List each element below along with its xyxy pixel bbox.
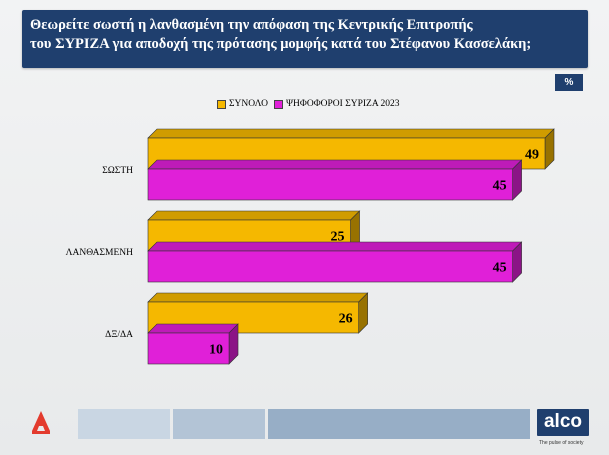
chart-legend: ΣΥΝΟΛΟ ΨΗΦΟΦΟΡΟΙ ΣΥΡΙΖΑ 2023 xyxy=(217,98,406,110)
alco-logo: alco xyxy=(537,409,589,436)
legend-swatch-syriza xyxy=(274,99,284,109)
header-banner: Θεωρείτε σωστή η λανθασμένη την απόφαση … xyxy=(22,10,588,68)
unit-badge: % xyxy=(555,74,583,91)
bar-top-face xyxy=(147,210,361,221)
footer-strip-3 xyxy=(268,409,530,439)
publisher-logo xyxy=(31,409,52,435)
page-title: Θεωρείτε σωστή η λανθασμένη την απόφαση … xyxy=(30,17,532,52)
data-label: 49 xyxy=(525,148,539,163)
data-label: 45 xyxy=(493,179,507,194)
data-label: 25 xyxy=(331,230,345,245)
category-label: ΣΩΣΤΗ xyxy=(102,166,133,176)
category-label: ΛΑΝΘΑΣΜΕΝΗ xyxy=(66,248,134,258)
data-label: 45 xyxy=(493,261,507,276)
legend-swatch-total xyxy=(217,99,226,109)
bar-syriza xyxy=(147,332,230,365)
bar-syriza xyxy=(147,168,513,201)
legend-label-total: ΣΥΝΟΛΟ xyxy=(229,99,269,109)
legend-item-syriza: ΨΗΦΟΦΟΡΟΙ ΣΥΡΙΖΑ 2023 xyxy=(274,99,400,109)
bar-top-face xyxy=(147,128,555,139)
bar-top-face xyxy=(147,323,239,334)
bar-syriza xyxy=(147,250,513,283)
bar-top-face xyxy=(147,241,523,252)
data-label: 26 xyxy=(339,312,353,327)
category-label: ΔΞ/ΔΑ xyxy=(105,330,133,340)
legend-item-total: ΣΥΝΟΛΟ xyxy=(217,99,268,109)
footer-strip-1 xyxy=(78,409,170,439)
bar-top-face xyxy=(147,159,523,170)
footer-strip-2 xyxy=(173,409,265,439)
legend-label-syriza: ΨΗΦΟΦΟΡΟΙ ΣΥΡΙΖΑ 2023 xyxy=(286,99,400,109)
data-label: 10 xyxy=(209,343,223,358)
alco-tagline: The pulse of society xyxy=(539,440,584,446)
bar-top-face xyxy=(147,292,369,303)
